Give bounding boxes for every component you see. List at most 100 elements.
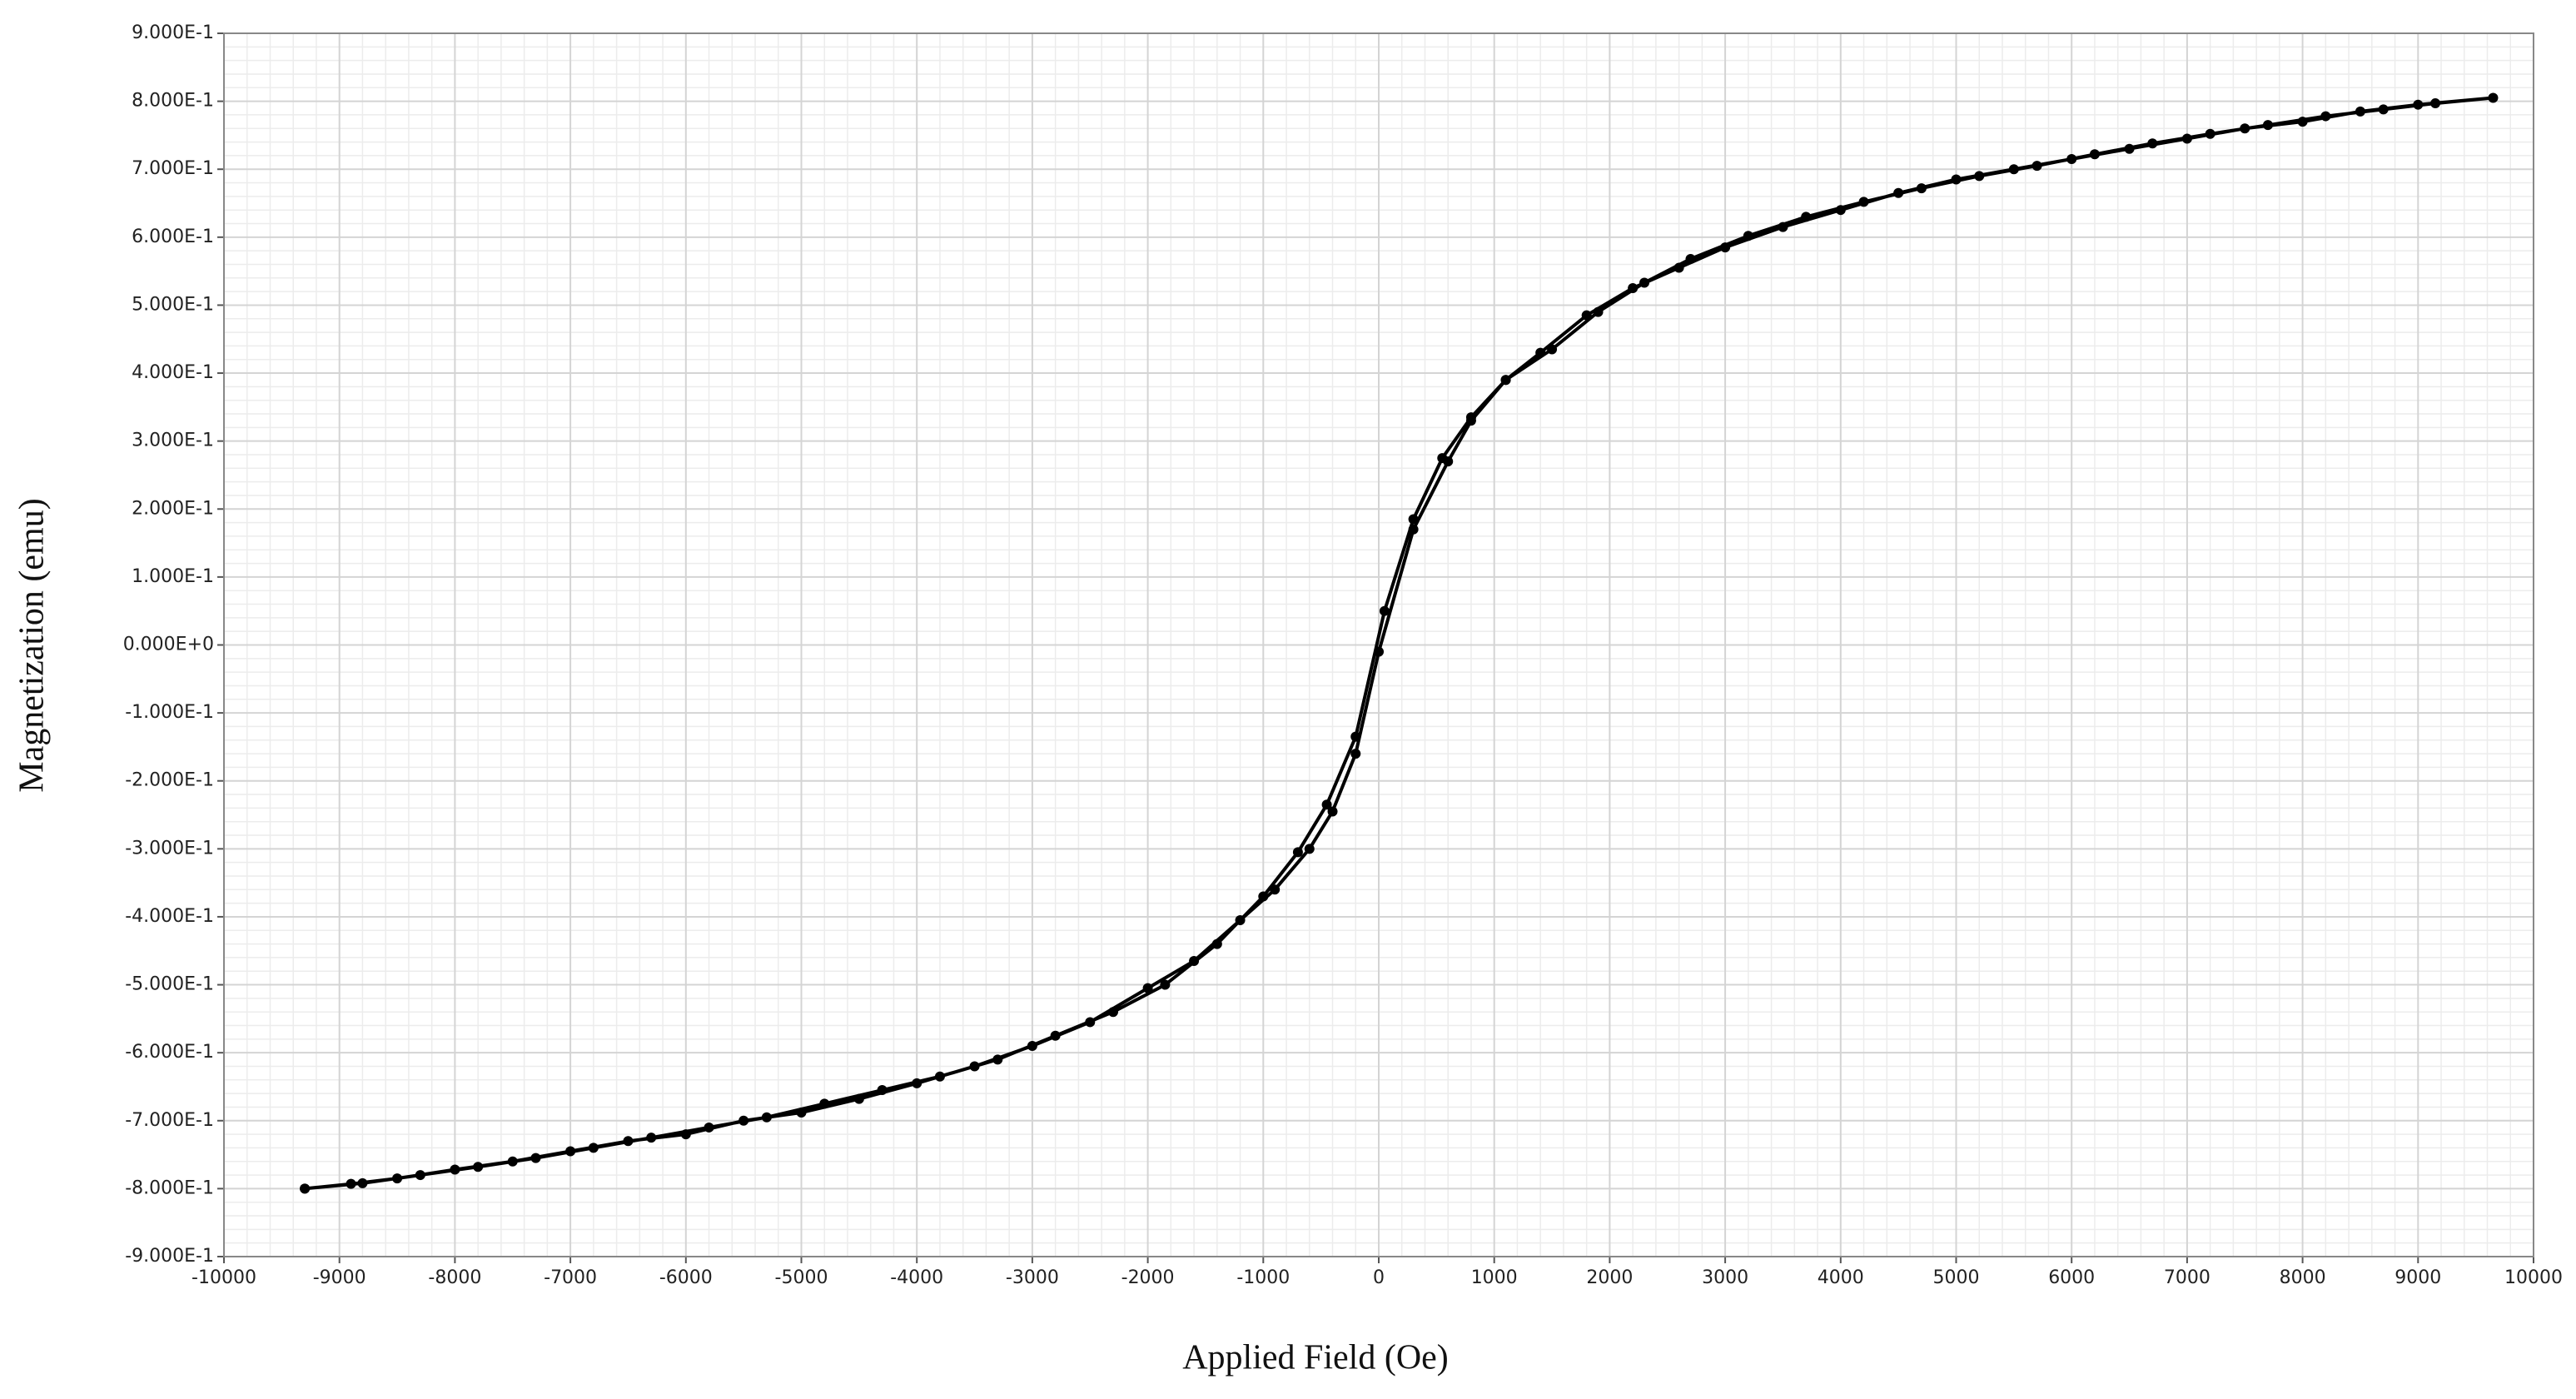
x-tick-label: 4000 xyxy=(1818,1267,1864,1288)
x-tick-label: -3000 xyxy=(1006,1267,1059,1288)
data-point xyxy=(1235,915,1246,926)
data-point xyxy=(2089,149,2100,160)
data-point xyxy=(300,1183,311,1194)
y-tick-label: -2.000E-1 xyxy=(125,770,214,791)
x-tick-label: -7000 xyxy=(544,1267,597,1288)
y-tick-label: -1.000E-1 xyxy=(125,702,214,723)
data-point xyxy=(1916,183,1927,194)
data-point xyxy=(796,1107,807,1118)
data-point xyxy=(450,1164,460,1175)
data-line xyxy=(304,96,2495,1191)
data-point xyxy=(1951,174,1962,185)
y-axis-title: Magnetization (emu) xyxy=(13,498,52,792)
y-tick-label: -8.000E-1 xyxy=(125,1177,214,1198)
x-tick-label: -4000 xyxy=(890,1267,943,1288)
x-tick-label: -6000 xyxy=(659,1267,713,1288)
data-point xyxy=(1258,891,1269,902)
data-point xyxy=(1858,197,1869,207)
data-point xyxy=(2488,92,2499,103)
data-point xyxy=(2240,123,2250,134)
data-point xyxy=(819,1098,830,1109)
data-point xyxy=(1974,171,1985,182)
x-tick-label: 8000 xyxy=(2280,1267,2326,1288)
data-point xyxy=(1211,938,1222,949)
data-point xyxy=(1379,605,1390,616)
data-point xyxy=(1350,749,1361,759)
x-tick-label: -10000 xyxy=(191,1267,256,1288)
data-point xyxy=(346,1178,356,1189)
data-point xyxy=(1321,799,1332,810)
data-point xyxy=(761,1112,772,1123)
data-point xyxy=(530,1153,541,1163)
data-point xyxy=(2297,117,2308,127)
data-point xyxy=(1465,412,1476,423)
y-tick-label: 4.000E-1 xyxy=(132,362,214,383)
data-point xyxy=(1408,524,1419,535)
data-point xyxy=(1270,884,1281,895)
data-point xyxy=(2378,104,2389,115)
data-point xyxy=(2008,164,2019,175)
data-point xyxy=(738,1115,749,1126)
x-tick-label: 10000 xyxy=(2504,1267,2563,1288)
data-point xyxy=(588,1143,599,1153)
y-tick-label: 6.000E-1 xyxy=(132,227,214,247)
data-point xyxy=(1292,847,1303,858)
data-point xyxy=(1142,983,1153,993)
data-point xyxy=(2205,128,2215,139)
data-point xyxy=(2147,138,2158,149)
data-point xyxy=(877,1085,888,1096)
x-tick-label: 0 xyxy=(1373,1267,1385,1288)
data-point xyxy=(680,1129,691,1140)
y-tick-label: 8.000E-1 xyxy=(132,91,214,112)
y-tick-label: 1.000E-1 xyxy=(132,566,214,587)
x-tick-label: -8000 xyxy=(428,1267,481,1288)
data-point xyxy=(2181,133,2192,144)
data-point xyxy=(646,1133,657,1143)
x-tick-label: -1000 xyxy=(1236,1267,1290,1288)
data-point xyxy=(2355,106,2365,117)
x-axis-title: Applied Field (Oe) xyxy=(1182,1339,1449,1377)
data-point xyxy=(1535,347,1546,358)
y-tick-label: 3.000E-1 xyxy=(132,431,214,451)
data-point xyxy=(357,1177,368,1188)
data-point xyxy=(1835,205,1846,216)
data-point xyxy=(934,1071,945,1082)
data-point xyxy=(1189,955,1200,966)
data-point xyxy=(2320,111,2331,122)
x-tick-label: 2000 xyxy=(1586,1267,1633,1288)
data-point xyxy=(1893,187,1904,198)
data-point xyxy=(1628,283,1639,294)
y-tick-label: 7.000E-1 xyxy=(132,158,214,179)
data-point xyxy=(1593,306,1604,317)
data-point xyxy=(1160,979,1171,990)
x-tick-label: 7000 xyxy=(2164,1267,2210,1288)
data-point xyxy=(415,1170,425,1181)
x-tick-label: 9000 xyxy=(2394,1267,2441,1288)
data-point xyxy=(704,1122,714,1133)
data-point xyxy=(1027,1041,1037,1052)
grid xyxy=(223,32,2534,1257)
data-point xyxy=(2430,98,2441,109)
data-point xyxy=(1408,514,1419,525)
data-point xyxy=(1350,731,1361,742)
data-point xyxy=(1801,212,1812,222)
data-point xyxy=(1743,231,1753,241)
data-point xyxy=(912,1078,922,1088)
data-point xyxy=(1673,262,1684,273)
x-tick-label: -2000 xyxy=(1121,1267,1175,1288)
data-point xyxy=(1304,844,1315,854)
y-tick-label: -3.000E-1 xyxy=(125,838,214,859)
data-point xyxy=(1720,242,1731,253)
data-point xyxy=(1778,222,1788,232)
data-point xyxy=(1050,1030,1061,1041)
x-tick-label: 5000 xyxy=(1933,1267,1980,1288)
y-tick-label: -7.000E-1 xyxy=(125,1110,214,1131)
data-point xyxy=(623,1136,634,1147)
x-tick-label: 6000 xyxy=(2048,1267,2095,1288)
data-point xyxy=(1107,1007,1118,1018)
data-point xyxy=(565,1146,576,1157)
y-tick-label: 2.000E-1 xyxy=(132,498,214,519)
x-tick-label: 3000 xyxy=(1702,1267,1748,1288)
data-point xyxy=(1639,277,1650,288)
